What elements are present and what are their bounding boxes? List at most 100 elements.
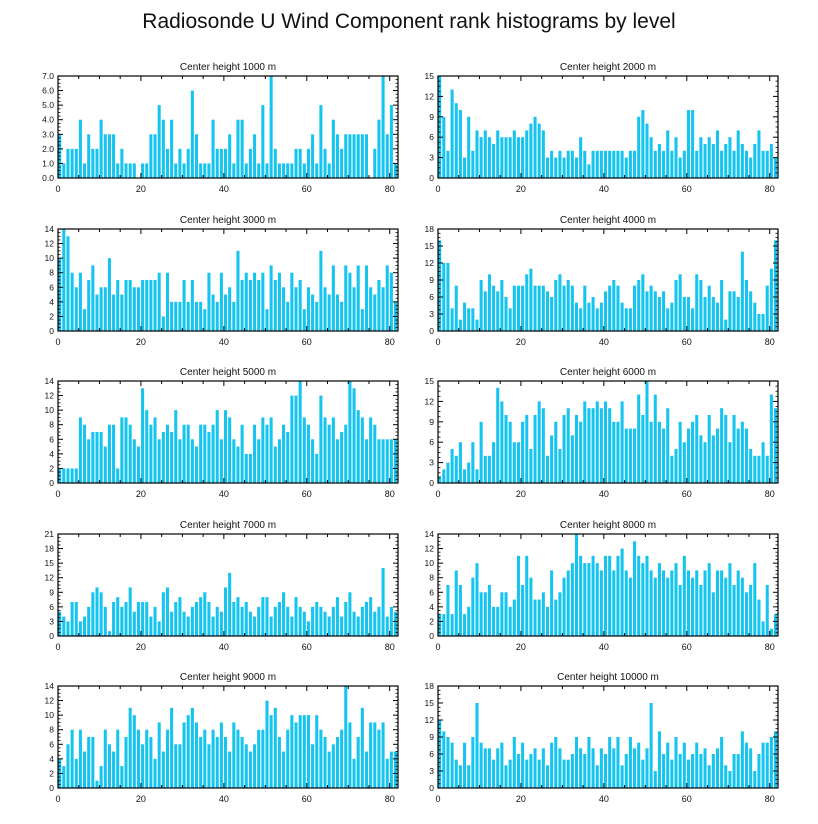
bar: [240, 737, 244, 788]
y-tick-label: 6: [429, 132, 434, 142]
bar: [608, 408, 612, 483]
bar: [479, 137, 483, 178]
bar: [331, 265, 335, 331]
bar: [265, 163, 269, 178]
panel-title: Center height 9000 m: [180, 672, 276, 683]
bar: [587, 302, 591, 331]
bar: [116, 468, 120, 483]
bar: [604, 291, 608, 331]
bar: [248, 751, 252, 788]
bar: [653, 577, 657, 636]
bar: [699, 754, 703, 788]
bar: [99, 592, 103, 636]
bar: [186, 616, 190, 636]
bar: [604, 754, 608, 788]
bar: [224, 148, 228, 178]
bar: [385, 439, 389, 483]
bar: [153, 606, 157, 636]
y-tick-label: 4.0: [42, 115, 54, 125]
bar: [637, 116, 641, 178]
bar: [691, 421, 695, 483]
bar: [454, 570, 458, 636]
bar: [389, 272, 393, 331]
histogram-panel-6: Center height 6000 m 0 20 40 60 80 0 3 6 9 12 15: [425, 367, 779, 499]
x-tick-label: 80: [765, 642, 775, 652]
bar: [277, 737, 281, 788]
bar: [736, 130, 740, 178]
bar: [178, 439, 182, 483]
bar: [340, 432, 344, 483]
bar: [145, 280, 149, 331]
bar: [302, 417, 306, 483]
bar: [364, 439, 369, 483]
bar: [74, 602, 78, 636]
bar: [691, 110, 695, 178]
y-tick-label: 14: [425, 529, 435, 539]
bar: [311, 606, 315, 636]
bar: [686, 428, 690, 483]
bar: [562, 285, 566, 331]
bar: [521, 285, 525, 331]
bar: [331, 119, 335, 178]
bar: [95, 294, 99, 331]
bar: [178, 301, 182, 331]
y-tick-label: 9: [429, 112, 434, 122]
bar: [666, 130, 670, 178]
bar: [311, 744, 315, 788]
bar: [774, 408, 778, 483]
bar: [377, 439, 381, 483]
bar: [352, 134, 356, 178]
bar: [749, 291, 753, 331]
bar: [352, 758, 356, 788]
bar: [257, 606, 261, 636]
bar: [240, 424, 244, 483]
bar: [273, 446, 277, 483]
bar: [112, 751, 116, 788]
bar: [91, 265, 95, 331]
bar: [174, 744, 178, 788]
bar: [120, 606, 124, 636]
bar: [500, 401, 504, 483]
bar: [66, 236, 70, 331]
y-tick-label: 12: [425, 91, 435, 101]
bar: [136, 602, 140, 636]
bar: [128, 707, 132, 788]
bar: [757, 754, 761, 788]
bar: [240, 280, 244, 331]
bar: [240, 606, 244, 636]
bar: [475, 130, 479, 178]
bar: [232, 163, 236, 178]
y-tick-label: 18: [425, 224, 435, 234]
bar: [591, 408, 595, 483]
bar: [348, 272, 352, 331]
bar: [66, 468, 70, 483]
bar: [364, 134, 369, 178]
bar: [282, 592, 286, 636]
bar: [732, 754, 736, 788]
bar: [595, 401, 599, 483]
bar: [236, 119, 240, 178]
bar: [244, 744, 248, 788]
bar: [91, 592, 95, 636]
bar: [70, 468, 74, 483]
bar: [261, 597, 265, 636]
bar: [389, 439, 393, 483]
bar: [724, 415, 728, 483]
bar: [360, 606, 364, 636]
bar: [207, 744, 211, 788]
bar: [566, 280, 570, 331]
bar: [153, 758, 157, 788]
bar: [277, 439, 281, 483]
bar: [599, 570, 603, 636]
bar: [203, 309, 207, 331]
bar: [224, 294, 228, 331]
bar: [446, 585, 450, 636]
bar: [570, 754, 574, 788]
bar: [724, 319, 728, 331]
bar: [165, 272, 170, 331]
bar: [570, 563, 574, 636]
panel-title: Center height 8000 m: [560, 520, 656, 531]
bar: [653, 394, 657, 483]
bar: [670, 455, 674, 483]
bar: [537, 759, 541, 788]
